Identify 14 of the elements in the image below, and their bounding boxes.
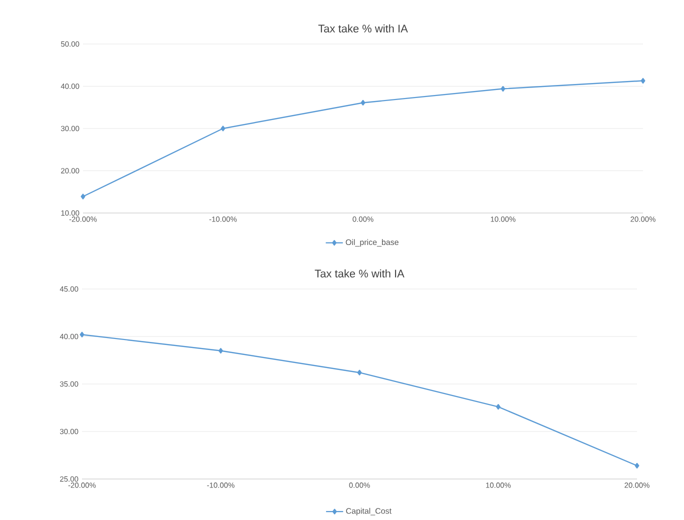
- point: [357, 370, 362, 376]
- chart-title: Tax take % with IA: [314, 269, 404, 278]
- point: [634, 462, 640, 468]
- point: [220, 126, 226, 132]
- point: [640, 78, 646, 84]
- point: [218, 348, 224, 354]
- chart-title: Tax take % with IA: [318, 24, 408, 32]
- legend-label: Capital_Cost: [346, 508, 392, 516]
- legend-label: Oil_price_base: [346, 239, 398, 247]
- point: [496, 404, 501, 410]
- point: [360, 100, 366, 106]
- point: [500, 86, 506, 92]
- point: [80, 332, 84, 338]
- point: [80, 194, 86, 200]
